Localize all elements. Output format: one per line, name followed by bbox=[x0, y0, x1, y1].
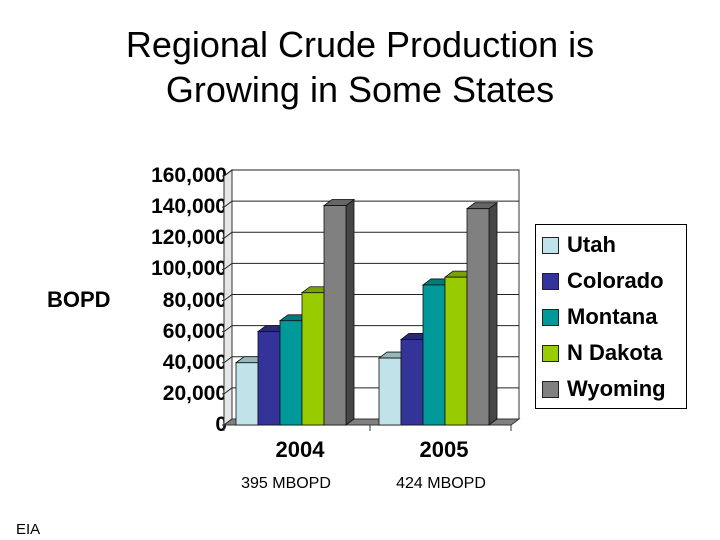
legend-label: Colorado bbox=[567, 268, 664, 293]
y-tick: 100,000 bbox=[151, 257, 227, 281]
total-2005: 424 MBOPD bbox=[396, 475, 486, 492]
title-line-2: Growing in Some States bbox=[165, 69, 555, 110]
x-tick-2005: 2005 bbox=[419, 437, 469, 462]
legend-label: N Dakota bbox=[567, 340, 663, 365]
legend-label: Wyoming bbox=[567, 376, 666, 401]
chart-title: Regional Crude Production is Growing in … bbox=[0, 22, 720, 112]
legend-item-utah: Utah bbox=[542, 228, 616, 262]
y-tick: 20,000 bbox=[162, 381, 227, 405]
legend-item-wyoming: Wyoming bbox=[542, 372, 666, 406]
legend-label: Utah bbox=[567, 232, 616, 257]
y-tick: 120,000 bbox=[151, 226, 227, 250]
y-axis-label: BOPD bbox=[47, 287, 111, 312]
title-line-1: Regional Crude Production is bbox=[125, 24, 595, 65]
legend-swatch-n-dakota bbox=[542, 344, 559, 362]
legend-swatch-colorado bbox=[542, 272, 559, 290]
x-tick-2004: 2004 bbox=[275, 437, 325, 462]
y-tick: 140,000 bbox=[151, 195, 227, 219]
legend-item-montana: Montana bbox=[542, 300, 657, 334]
plot-area bbox=[222, 169, 521, 431]
legend-swatch-utah bbox=[542, 236, 559, 254]
legend: Utah Colorado Montana N Dakota Wyoming bbox=[535, 224, 687, 409]
legend-item-n-dakota: N Dakota bbox=[542, 336, 662, 370]
y-tick: 80,000 bbox=[162, 288, 227, 312]
bar-wyoming-2005 bbox=[465, 201, 499, 426]
legend-swatch-wyoming bbox=[542, 380, 559, 398]
legend-item-colorado: Colorado bbox=[542, 264, 664, 298]
legend-swatch-montana bbox=[542, 308, 559, 326]
y-tick: 40,000 bbox=[162, 350, 227, 374]
y-tick: 60,000 bbox=[162, 319, 227, 343]
bar-wyoming-2004 bbox=[322, 198, 356, 426]
legend-label: Montana bbox=[567, 304, 658, 329]
source-label: EIA bbox=[16, 521, 41, 538]
y-tick: 160,000 bbox=[151, 164, 227, 187]
total-2004: 395 MBOPD bbox=[241, 475, 331, 492]
